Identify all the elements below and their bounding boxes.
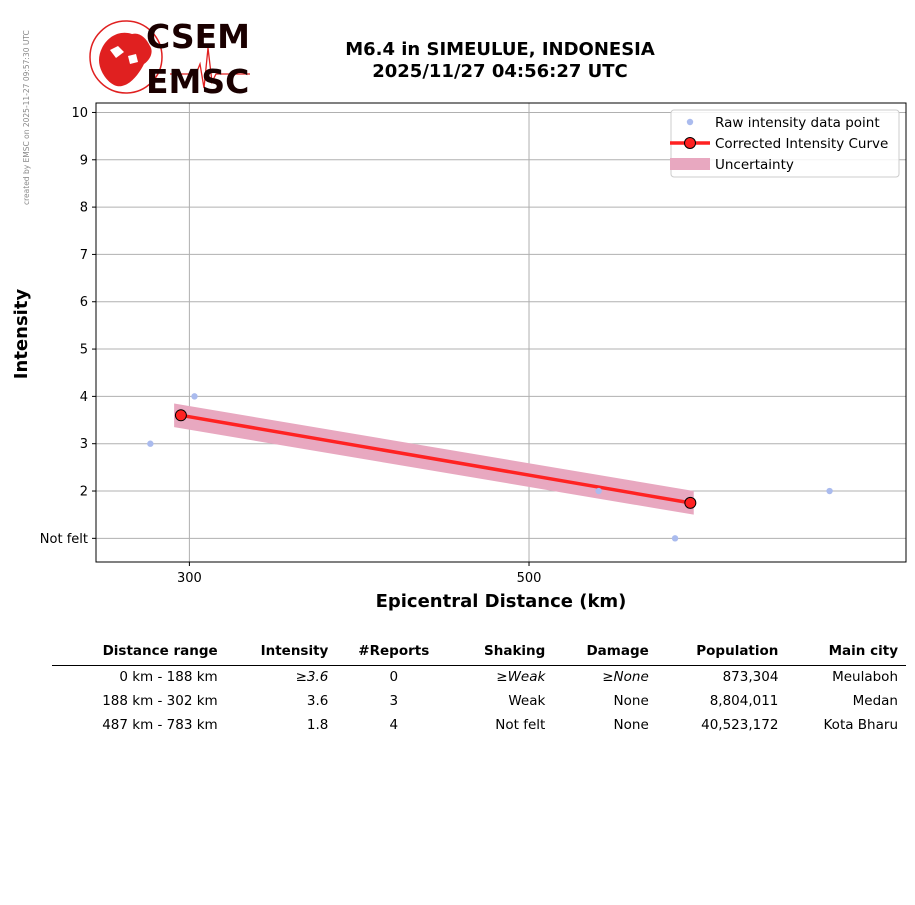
col-population: Population <box>656 639 787 666</box>
intensity-summary-table: Distance range Intensity #Reports Shakin… <box>52 639 906 738</box>
y-tick-label: 5 <box>80 343 88 358</box>
legend-curve-marker <box>684 137 696 149</box>
y-tick-label: 2 <box>80 485 88 500</box>
cell-population: 873,304 <box>722 669 779 685</box>
raw-intensity-point <box>147 440 154 447</box>
x-axis-label: Epicentral Distance (km) <box>376 591 627 612</box>
cell-city: Medan <box>852 693 898 709</box>
cell-intensity: 3.6 <box>306 693 329 709</box>
col-distance-range: Distance range <box>52 639 226 666</box>
corrected-curve-layer <box>174 409 697 509</box>
col-reports: #Reports <box>336 639 452 666</box>
raw-intensity-point <box>671 535 679 542</box>
col-intensity: Intensity <box>225 639 337 666</box>
event-datetime: 2025/11/27 04:56:27 UTC <box>372 61 628 82</box>
x-tick-label: 300 <box>177 571 202 586</box>
x-ticks: 300 500 <box>177 562 541 586</box>
cell-reports: 3 <box>389 693 399 709</box>
corrected-curve-marker <box>684 496 697 509</box>
corrected-intensity-curve <box>180 413 691 505</box>
col-shaking: Shaking <box>451 639 554 666</box>
legend-uncertainty-patch <box>670 158 710 170</box>
cell-shaking: ≥Weak <box>496 669 546 685</box>
col-main-city: Main city <box>786 639 906 666</box>
raw-points-layer <box>147 393 833 542</box>
raw-intensity-point <box>826 487 833 495</box>
svg-text:EMSC: EMSC <box>146 62 249 98</box>
y-ticks: Not felt 2 3 4 5 6 7 8 9 10 <box>40 106 96 547</box>
y-tick-label: 8 <box>80 201 88 216</box>
cell-damage: ≥None <box>602 669 649 685</box>
legend-uncertainty-label: Uncertainty <box>715 157 794 173</box>
y-axis-label: Intensity <box>11 289 32 380</box>
table-header-row: Distance range Intensity #Reports Shakin… <box>52 639 906 666</box>
cell-intensity: 1.8 <box>306 717 329 733</box>
cell-reports: 0 <box>389 669 399 685</box>
cell-shaking: Not felt <box>495 717 546 733</box>
legend-raw-marker <box>686 118 694 126</box>
y-tick-label: 9 <box>80 153 88 168</box>
cell-range: 487 km - 783 km <box>102 717 218 733</box>
table-row: 487 km - 783 km 1.8 4 Not felt None 40,5… <box>52 714 906 738</box>
cell-reports: 4 <box>389 717 399 733</box>
y-tick-label: 10 <box>71 106 88 121</box>
table-row: 188 km - 302 km 3.6 3 Weak None 8,804,01… <box>52 690 906 714</box>
y-tick-label: 4 <box>80 390 88 405</box>
page-title: M6.4 in SIMEULUE, INDONESIA <box>345 39 655 60</box>
col-damage: Damage <box>553 639 657 666</box>
cell-range: 188 km - 302 km <box>102 693 218 709</box>
grid-layer <box>96 103 906 562</box>
cell-damage: None <box>613 717 649 733</box>
table-row: 0 km - 188 km ≥3.6 0 ≥Weak ≥None 873,304… <box>52 666 906 691</box>
intensity-distance-chart: 300 500 Not felt 2 3 4 5 6 7 8 9 10 Epicentral Dis… <box>11 102 907 612</box>
legend-raw-label: Raw intensity data point <box>715 115 880 131</box>
cell-city: Kota Bharu <box>823 717 899 733</box>
cell-population: 8,804,011 <box>709 693 779 709</box>
y-tick-label: Not felt <box>40 532 88 547</box>
x-tick-label: 500 <box>517 571 542 586</box>
raw-intensity-point <box>595 487 602 495</box>
cell-range: 0 km - 188 km <box>119 669 218 685</box>
y-tick-label: 7 <box>80 248 88 263</box>
cell-intensity: ≥3.6 <box>295 669 329 685</box>
legend-curve-label: Corrected Intensity Curve <box>715 136 888 152</box>
cell-shaking: Weak <box>508 693 546 709</box>
corrected-curve-marker <box>174 409 187 422</box>
raw-intensity-point <box>191 393 198 400</box>
y-tick-label: 3 <box>80 437 88 452</box>
plot-frame <box>95 102 907 563</box>
cell-population: 40,523,172 <box>701 717 779 733</box>
cell-damage: None <box>613 693 649 709</box>
svg-text:CSEM: CSEM <box>146 18 250 56</box>
cell-city: Meulaboh <box>832 669 898 685</box>
y-tick-label: 6 <box>80 295 88 310</box>
csem-emsc-logo: CSEM EMSC <box>88 17 258 101</box>
legend: Raw intensity data point Corrected Inten… <box>670 109 900 178</box>
